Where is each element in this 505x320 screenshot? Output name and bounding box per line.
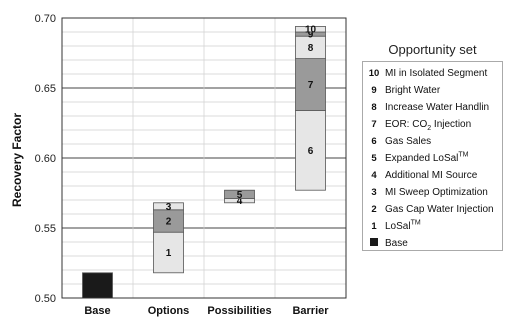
legend-item: Base (363, 235, 408, 250)
legend-label: MI Sweep Optimization (385, 187, 488, 198)
y-tick-labels: 0.50 0.55 0.60 0.65 0.70 (35, 13, 56, 305)
legend-number: 2 (371, 204, 377, 215)
legend-number: 7 (371, 119, 377, 130)
legend-number: 4 (371, 170, 377, 181)
legend-number: 1 (371, 221, 377, 232)
legend-item: 1 LoSalTM (363, 218, 421, 235)
legend-label: Additional MI Source (385, 170, 478, 181)
segment-label: 3 (166, 202, 172, 213)
segment-label: 2 (166, 217, 172, 228)
x-category-labels: Base Options Possibilities Barrier (84, 305, 329, 317)
legend-number: 5 (371, 153, 377, 164)
plot-frame (61, 17, 347, 299)
bar-segment (295, 58, 326, 111)
segment-label: 8 (308, 43, 314, 54)
legend-number: 10 (368, 68, 380, 79)
x-category-label: Options (148, 305, 190, 317)
legend-number: 9 (371, 85, 377, 96)
bar-segment (295, 25, 326, 33)
segment-label: 10 (305, 25, 317, 36)
legend-item: 4 Additional MI Source (363, 167, 477, 184)
legend: Opportunity set 10 MI in Isolated Segment… (362, 42, 503, 254)
legend-item: 5 Expanded LoSalTM (363, 150, 469, 167)
legend-number: 8 (371, 102, 377, 113)
bar-segment (82, 272, 113, 299)
legend-item: 8 Increase Water Handlin (363, 99, 489, 116)
x-category-label: Possibilities (207, 305, 271, 317)
x-category-label: Barrier (292, 305, 329, 317)
y-axis-label: Recovery Factor (10, 113, 24, 207)
legend-swatch (370, 238, 378, 247)
segment-label: 1 (166, 248, 172, 259)
segment-label: 9 (308, 30, 314, 41)
legend-label: Gas Sales (385, 136, 432, 147)
legend-item: 6 Gas Sales (363, 133, 431, 150)
legend-number: 3 (371, 187, 377, 198)
legend-label: Gas Cap Water Injection (385, 204, 494, 215)
y-tick-label: 0.70 (35, 13, 56, 25)
legend-label: Bright Water (385, 85, 441, 96)
segment-label: 5 (237, 190, 243, 201)
legend-number: 6 (371, 136, 377, 147)
legend-label: LoSalTM (385, 219, 421, 232)
bars: 1 2 3 45 6 7 8 910 (82, 18, 326, 299)
segment-label: 6 (308, 146, 314, 157)
y-tick-label: 0.50 (35, 293, 56, 305)
segment-label: 7 (308, 80, 314, 91)
legend-item: 7 EOR: CO2 Injection (363, 116, 471, 133)
legend-label: Expanded LoSalTM (385, 151, 469, 164)
y-tick-label: 0.65 (35, 83, 56, 95)
legend-item: 3 MI Sweep Optimization (363, 184, 488, 201)
legend-label: MI in Isolated Segment (385, 68, 488, 79)
legend-box: 10 MI in Isolated Segment 9 Bright Water 8 In… (362, 61, 503, 251)
segment-label: 4 (237, 196, 243, 207)
legend-item: 9 Bright Water (363, 82, 440, 99)
bar-segment (295, 110, 326, 191)
y-tick-label: 0.60 (35, 153, 56, 165)
legend-label: Base (385, 238, 408, 249)
y-tick-label: 0.55 (35, 223, 56, 235)
bar-segment (224, 189, 255, 199)
x-category-label: Base (84, 305, 110, 317)
bar-segment (153, 202, 184, 211)
legend-title: Opportunity set (388, 42, 477, 57)
legend-label: Increase Water Handlin (385, 102, 490, 113)
legend-item: 10 MI in Isolated Segment (363, 65, 488, 82)
legend-label: EOR: CO2 Injection (385, 119, 472, 132)
legend-item: 2 Gas Cap Water Injection (363, 201, 494, 218)
